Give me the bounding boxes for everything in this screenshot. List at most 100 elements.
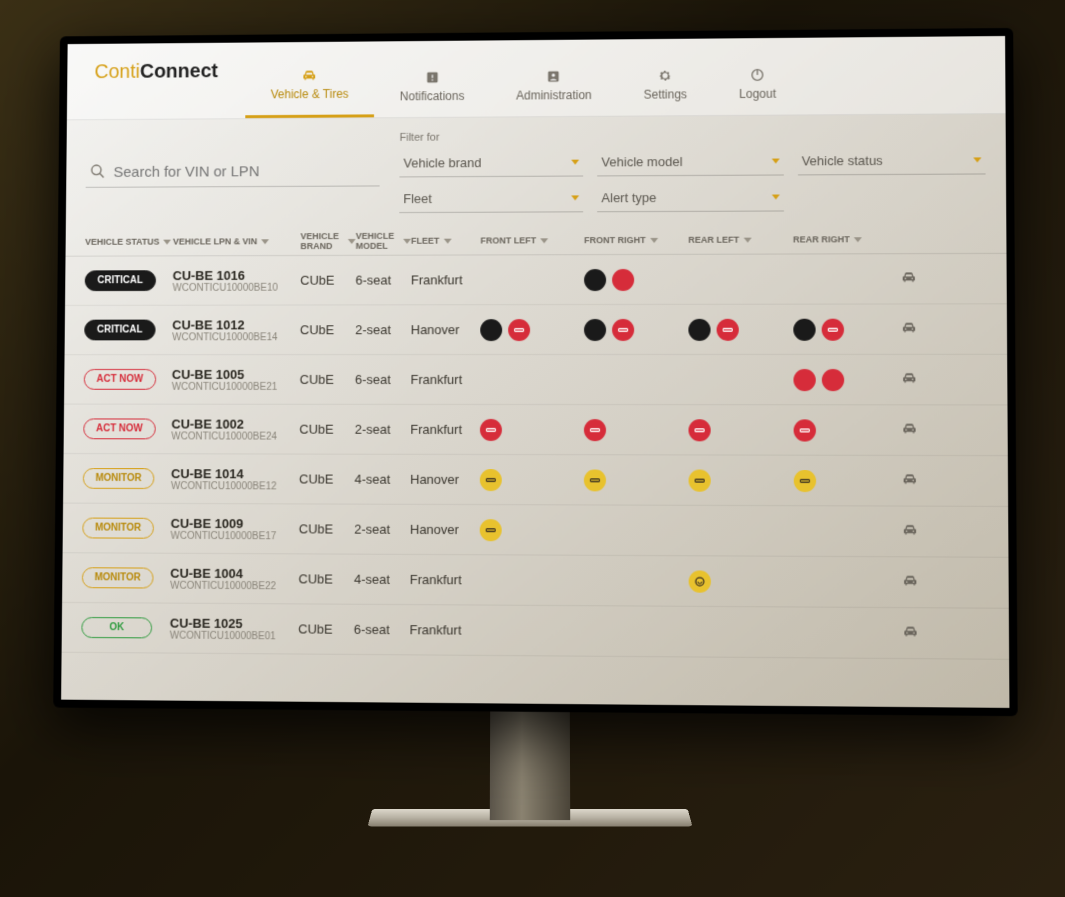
vin-text: WCONTICU10000BE01 [170,630,298,642]
row-action[interactable] [900,623,929,643]
tab-notifications[interactable]: Notifications [374,40,490,117]
col-header-label: FRONT RIGHT [584,235,646,245]
row-action[interactable] [899,320,928,339]
sort-icon [854,237,862,242]
tire-alert-exclaim-icon [584,269,606,291]
search-box[interactable] [86,156,380,188]
monitor-frame: ContiConnect Vehicle & TiresNotification… [53,28,1018,716]
table-row[interactable]: CRITICALCU-BE 1016WCONTICU10000BE10CUbE6… [65,254,1007,306]
tire-alert-exclaim-icon [793,368,815,390]
filter-alert-type[interactable]: Alert type [597,183,783,212]
tire-alert-exclaim-icon [688,318,710,340]
sort-icon [261,239,269,244]
filter-select-label: Alert type [601,190,656,205]
monitor-stand-neck [490,701,570,821]
vin-text: WCONTICU10000BE22 [170,580,298,592]
filter-select-label: Vehicle brand [403,155,481,170]
tire-cell-rear-right [794,632,900,633]
filter-fleet[interactable]: Fleet [399,184,583,213]
table-row[interactable]: OKCU-BE 1025WCONTICU10000BE01CUbE6-seatF… [62,603,1010,660]
lpn-text: CU-BE 1025 [170,615,298,631]
tire-alert-tread-icon [584,419,606,441]
row-action[interactable] [900,573,929,592]
status-badge: MONITOR [83,468,155,489]
filter-vehicle-brand[interactable]: Vehicle brand [399,149,583,178]
col-header-rl[interactable]: REAR LEFT [688,234,793,244]
table-row[interactable]: MONITORCU-BE 1014WCONTICU10000BE12CUbE4-… [63,454,1008,507]
table-row[interactable]: MONITORCU-BE 1004WCONTICU10000BE22CUbE4-… [62,553,1009,609]
cell-lpn-vin: CU-BE 1014WCONTICU10000BE12 [171,466,299,492]
tire-alert-tread-icon [822,318,844,340]
search-wrap [85,132,380,222]
row-action[interactable] [899,269,928,288]
vin-text: WCONTICU10000BE14 [172,332,300,343]
vin-text: WCONTICU10000BE24 [171,431,299,442]
col-header-status[interactable]: VEHICLE STATUS [85,237,173,247]
cell-lpn-vin: CU-BE 1009WCONTICU10000BE17 [171,515,299,541]
tire-cell-front-left [480,580,584,581]
cell-brand: CUbE [300,273,355,288]
col-header-model[interactable]: VEHICLE MODEL [356,231,411,251]
tab-settings[interactable]: Settings [618,39,713,116]
filter-select-label: Vehicle model [601,154,682,169]
tire-cell-front-left [480,319,584,341]
row-action[interactable] [900,522,929,541]
sort-icon [403,238,411,243]
table-row[interactable]: ACT NOWCU-BE 1005WCONTICU10000BE21CUbE6-… [64,355,1007,406]
car-icon [900,627,921,642]
cell-model: 2-seat [355,422,411,437]
filter-area: Filter for Vehicle brandVehicle modelVeh… [66,114,1006,228]
cell-fleet: Frankfurt [410,422,480,437]
col-header-brand[interactable]: VEHICLE BRAND [300,231,355,251]
table-row[interactable]: ACT NOWCU-BE 1002WCONTICU10000BE24CUbE2-… [64,405,1008,457]
cell-fleet: Hanover [410,472,480,487]
cell-brand: CUbE [298,621,354,636]
col-header-fr[interactable]: FRONT RIGHT [584,235,688,245]
filter-vehicle-status[interactable]: Vehicle status [798,146,986,175]
search-input[interactable] [113,162,375,180]
tire-alert-exclaim-icon [480,319,502,341]
tire-cell-rear-right [794,419,900,441]
col-header-fl[interactable]: FRONT LEFT [480,235,584,245]
row-action[interactable] [899,420,928,439]
cell-lpn-vin: CU-BE 1004WCONTICU10000BE22 [170,565,298,592]
search-icon [90,163,106,181]
cell-lpn-vin: CU-BE 1016WCONTICU10000BE10 [173,267,301,293]
tire-cell-front-right [584,580,689,581]
table-row[interactable]: MONITORCU-BE 1009WCONTICU10000BE17CUbE2-… [63,504,1009,558]
sort-icon [650,237,658,242]
cell-model: 4-seat [354,472,410,487]
filter-empty [798,183,986,212]
sort-icon [443,238,451,243]
row-action[interactable] [899,471,928,490]
tab-logout[interactable]: Logout [713,38,802,115]
logo-part1: Conti [94,61,140,83]
lpn-text: CU-BE 1012 [172,317,300,332]
table-header: VEHICLE STATUSVEHICLE LPN & VINVEHICLE B… [66,225,1007,257]
cell-fleet: Hanover [411,322,481,337]
table-row[interactable]: CRITICALCU-BE 1012WCONTICU10000BE14CUbE2… [65,304,1008,355]
cell-lpn-vin: CU-BE 1005WCONTICU10000BE21 [172,367,300,393]
car-icon [899,425,919,440]
chevron-down-icon [771,194,779,199]
cell-brand: CUbE [298,571,354,586]
filter-vehicle-model[interactable]: Vehicle model [597,148,783,177]
cell-status: CRITICAL [84,320,172,341]
cell-fleet: Hanover [410,522,480,537]
row-action[interactable] [899,370,928,389]
col-header-lpn[interactable]: VEHICLE LPN & VIN [173,236,301,246]
col-header-fleet[interactable]: FLEET [411,236,480,246]
status-badge: CRITICAL [85,270,156,291]
tire-cell-front-left [480,468,584,490]
tab-label: Logout [739,87,776,101]
tire-alert-tread-icon [480,468,502,490]
car-icon [899,374,919,389]
lpn-text: CU-BE 1004 [170,565,298,581]
tab-vehicle-tires[interactable]: Vehicle & Tires [245,41,374,118]
chevron-down-icon [572,195,580,200]
power-icon [749,67,767,83]
col-header-rr[interactable]: REAR RIGHT [793,234,898,244]
tab-label: Notifications [400,89,465,103]
lpn-text: CU-BE 1009 [171,515,299,530]
tab-administration[interactable]: Administration [490,39,617,116]
